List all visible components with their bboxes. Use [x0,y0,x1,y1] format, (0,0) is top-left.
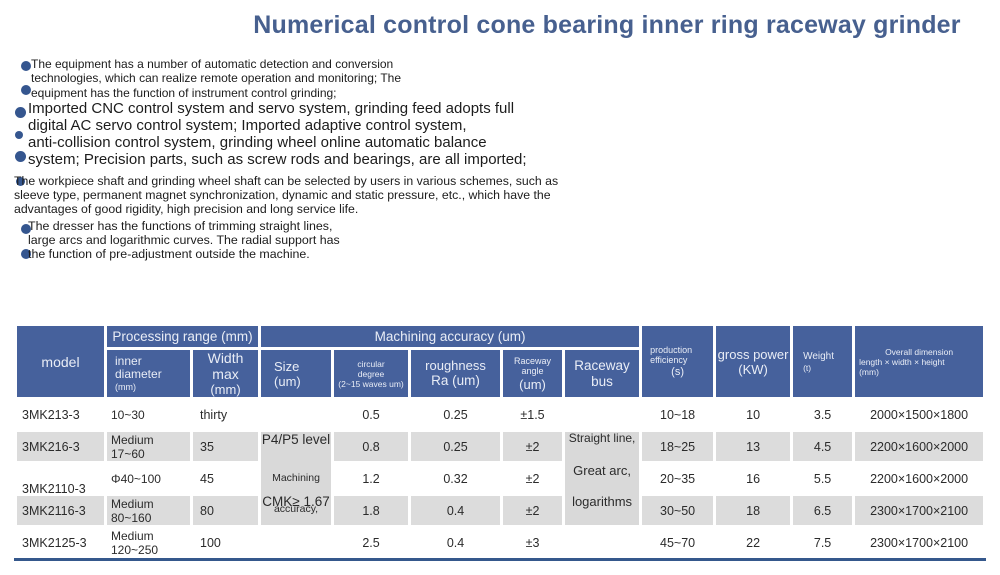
cell-model: 3MK2110-3 [17,464,104,496]
cell-production: 20~35 [642,464,714,493]
cell-dimension: 2300×1700×2100 [855,496,984,525]
cell-inner: Medium 17~60 [107,432,190,461]
cell-bus-block: Straight line, Great arc, logarithms [565,431,640,525]
cell-inner: Medium 80~160 [107,496,190,525]
cell-production: 10~18 [642,400,714,429]
bullet-icon [15,107,26,118]
cell-bus [565,400,640,429]
table-row: 3MK2116-3 Medium 80~160 80 1.8 0.4 ±2 30… [17,496,984,525]
cell-size [261,400,332,429]
header-inner-diameter: inner diameter (mm) [107,350,190,397]
cell-angle: ±2 [503,464,563,493]
cell-circular: 0.8 [334,432,409,461]
cell-width: thirty [193,400,259,429]
cell-dimension: 2300×1700×2100 [855,528,984,557]
feature-dresser: The dresser has the functions of trimmin… [28,219,340,261]
header-raceway-bus: Raceway bus [565,350,640,397]
header-circular-degree: circular degree (2~15 waves um) [334,350,409,397]
bullet-icon [21,61,31,71]
cell-dimension: 2200×1600×2000 [855,432,984,461]
cell-power: 18 [716,496,791,525]
cell-angle: ±2 [503,496,563,525]
header-raceway-angle: Raceway angle (um) [503,350,563,397]
cell-width: 35 [193,432,259,461]
cell-production: 45~70 [642,528,714,557]
cell-roughness: 0.4 [411,528,501,557]
cell-power: 13 [716,432,791,461]
spec-table: model Processing range (mm) Machining ac… [14,323,986,560]
cell-model: 3MK2125-3 [17,528,104,557]
bullet-icon [16,177,25,186]
header-production-efficiency: production efficiency (s) [642,326,714,397]
header-overall-dimension: Overall dimension length × width × heigh… [855,326,984,397]
cell-inner: 10~30 [107,400,190,429]
cell-circular: 1.8 [334,496,409,525]
bullet-icon [21,85,31,95]
bullet-icon [21,224,31,234]
cell-roughness: 0.4 [411,496,501,525]
table-row: 3MK216-3 Medium 17~60 35 P4/P5 level Mac… [17,431,984,525]
table-row: 3MK213-3 10~30 thirty 0.5 0.25 ±1.5 10~1… [17,400,984,429]
cell-size-block: P4/P5 level Machining accuracy, CMK≥ 1.6… [261,432,332,525]
cell-production: 30~50 [642,496,714,525]
cell-model: 3MK216-3 [17,432,104,461]
cell-angle: ±1.5 [503,400,563,429]
header-width-max: Width max (mm) [193,350,259,397]
cell-power: 16 [716,464,791,493]
cell-circular: 2.5 [334,528,409,557]
table-row: 3MK2125-3 Medium 120~250 100 2.5 0.4 ±3 … [17,528,984,557]
cell-weight: 6.5 [793,496,853,525]
cell-angle: ±3 [503,528,563,557]
cell-roughness: 0.32 [411,464,501,493]
cell-circular: 1.2 [334,464,409,493]
cell-bus [565,528,640,557]
bottom-rule [14,558,986,561]
cell-inner: Medium 120~250 [107,528,190,557]
feature-detection: The equipment has a number of automatic … [31,57,401,100]
cell-angle: ±2 [503,432,563,461]
cell-roughness: 0.25 [411,400,501,429]
table-row: 3MK2110-3 Φ40~100 45 1.2 0.32 ±2 20~35 1… [17,464,984,496]
cell-weight: 5.5 [793,464,853,493]
cell-width: 45 [193,464,259,493]
bullet-icon [21,249,31,259]
bullet-icon [15,131,23,139]
feature-workpiece-shaft: The workpiece shaft and grinding wheel s… [14,174,559,216]
cell-weight: 4.5 [793,432,853,461]
page-title: Numerical control cone bearing inner rin… [253,11,961,39]
cell-weight: 3.5 [793,400,853,429]
cell-width: 80 [193,496,259,525]
feature-imported-cnc: Imported CNC control system and servo sy… [28,100,527,168]
cell-width: 100 [193,528,259,557]
cell-size [261,528,332,557]
header-model: model [17,326,104,397]
cell-model: 3MK213-3 [17,400,104,429]
cell-dimension: 2000×1500×1800 [855,400,984,429]
cell-roughness: 0.25 [411,432,501,461]
cell-power: 22 [716,528,791,557]
bullet-icon [15,151,26,162]
header-group-machining-accuracy: Machining accuracy (um) [261,326,640,347]
header-size: Size (um) [261,350,332,397]
cell-dimension: 2200×1600×2000 [855,464,984,493]
cell-power: 10 [716,400,791,429]
header-weight: Weight (t) [793,326,853,397]
cell-model: 3MK2116-3 [17,496,104,525]
header-roughness: roughness Ra (um) [411,350,501,397]
header-gross-power: gross power (KW) [716,326,791,397]
cell-production: 18~25 [642,432,714,461]
cell-inner: Φ40~100 [107,464,190,493]
cell-circular: 0.5 [334,400,409,429]
cell-weight: 7.5 [793,528,853,557]
header-group-processing-range: Processing range (mm) [107,326,259,347]
